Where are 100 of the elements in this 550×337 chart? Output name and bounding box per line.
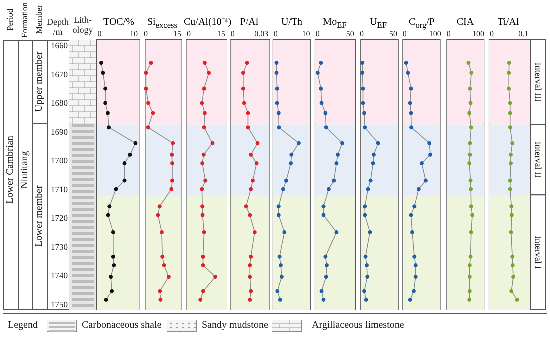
point [316, 71, 320, 76]
x-tick-label: 50 [390, 30, 398, 38]
point [510, 289, 514, 294]
point [250, 178, 255, 183]
point [151, 111, 156, 116]
y-tick-label: 1660 [51, 40, 68, 51]
point [420, 162, 424, 166]
point [322, 298, 326, 302]
x-tick-label: 15 [217, 30, 226, 38]
point [244, 204, 248, 209]
y-axis-title: Depth /m [47, 17, 69, 37]
chart-title: C$_{org}$/P [408, 17, 436, 31]
point [320, 101, 324, 106]
x-tick-label: 0 [402, 30, 407, 38]
y-tick-label: 1690 [51, 126, 68, 137]
point [404, 60, 408, 65]
point [202, 126, 206, 130]
point [202, 60, 207, 65]
text: Lower member [33, 184, 46, 250]
point [276, 111, 281, 116]
y-tick-label: 1730 [51, 242, 68, 252]
point [207, 71, 212, 76]
chart-title: U$_{EF}$ [369, 17, 388, 31]
point [160, 254, 165, 259]
x-tick-label: 0 [360, 30, 364, 38]
point [363, 126, 368, 130]
point [201, 254, 206, 259]
point [274, 60, 279, 65]
point [410, 230, 414, 234]
x-tick-label: 0 [144, 30, 148, 38]
text: Argillaceous limestone [312, 320, 406, 333]
point [201, 263, 206, 268]
chart-title: P/Al [240, 17, 259, 28]
point [332, 178, 336, 183]
point [158, 289, 162, 294]
point [106, 126, 111, 130]
point [198, 298, 203, 302]
point [470, 213, 475, 218]
point [469, 187, 474, 192]
point [144, 71, 148, 76]
point [468, 141, 472, 146]
point [122, 178, 127, 183]
point [469, 204, 474, 209]
text: Lower Cambrian [4, 134, 17, 206]
point [408, 101, 412, 106]
point [241, 71, 246, 76]
point [256, 141, 260, 146]
point [108, 204, 112, 209]
point [410, 126, 414, 130]
chart-title: Si$_{excess}$ [146, 17, 179, 31]
point [111, 230, 116, 234]
point [336, 152, 340, 157]
point [372, 152, 376, 157]
point [468, 298, 472, 302]
x-tick-label: 0 [230, 30, 235, 38]
point [170, 187, 174, 192]
point [202, 111, 207, 116]
point [468, 254, 473, 259]
point [360, 60, 365, 65]
x-tick-label: 10 [130, 30, 138, 38]
text: Upper member [33, 50, 46, 114]
point [510, 213, 514, 218]
point [202, 230, 206, 234]
point [324, 274, 328, 279]
point [468, 162, 472, 166]
text: Formation [18, 1, 30, 40]
point [241, 86, 246, 91]
point [364, 298, 368, 302]
x-tick-label: 0.03 [254, 30, 269, 38]
point [510, 263, 515, 268]
x-tick-label: 0 [446, 30, 451, 38]
point [368, 178, 373, 183]
point [324, 263, 329, 268]
point [515, 298, 520, 302]
y-tick-label: 1740 [51, 270, 68, 281]
chart-title: Ti/Al [496, 17, 520, 28]
point [276, 213, 281, 218]
point [510, 141, 515, 146]
point [510, 254, 515, 259]
y-tick-label: 1710 [51, 184, 68, 194]
x-tick-label: 0 [186, 30, 191, 38]
point [326, 187, 331, 192]
x-tick-label: 0 [490, 30, 494, 38]
text: Legend [8, 320, 39, 333]
point [281, 187, 286, 192]
x-tick-label: 100 [429, 30, 442, 38]
text: Lith-ology [72, 15, 94, 37]
band-label: Interval III [534, 62, 544, 102]
chart-title: Mo$_{EF}$ [322, 17, 348, 31]
point [409, 213, 414, 218]
point [469, 126, 474, 130]
point [171, 141, 176, 146]
point [210, 141, 215, 146]
point [509, 152, 513, 157]
point [99, 60, 104, 65]
point [200, 213, 205, 218]
point [249, 289, 254, 294]
point [409, 86, 414, 91]
point [324, 111, 328, 116]
point [249, 152, 254, 157]
